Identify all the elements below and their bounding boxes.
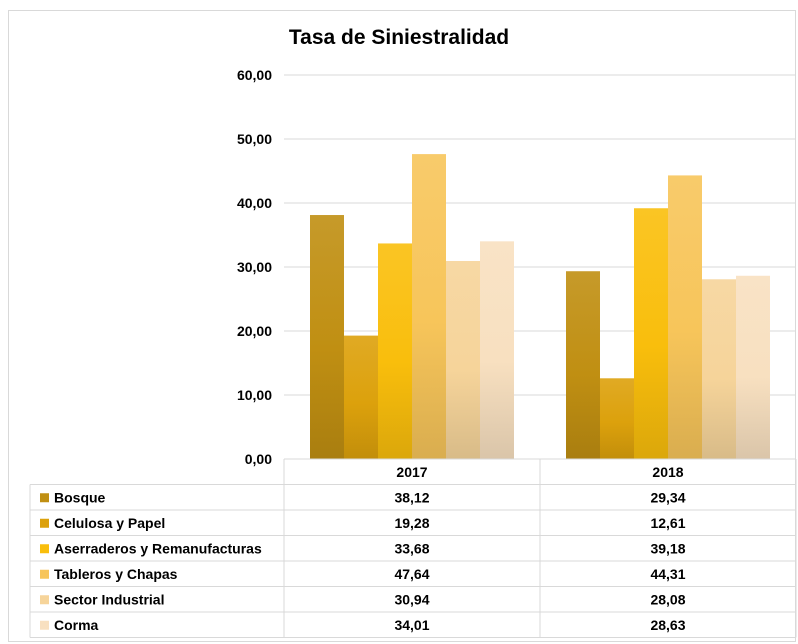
bar-bosque-2017: [310, 215, 344, 459]
y-tick-label: 40,00: [237, 195, 272, 211]
y-tick-label: 0,00: [245, 451, 272, 467]
bar-aserraderos-y-remanufacturas-2018: [634, 208, 668, 459]
table-value: 44,31: [650, 566, 685, 582]
table-value: 28,63: [650, 617, 685, 633]
legend-label: Bosque: [54, 489, 106, 505]
bar-sector-industrial-2018: [702, 279, 736, 459]
table-value: 47,64: [394, 566, 429, 582]
chart-title: Tasa de Siniestralidad: [288, 26, 510, 49]
bar-celulosa-y-papel-2018: [600, 378, 634, 459]
y-tick-label: 10,00: [237, 387, 272, 403]
y-tick-label: 60,00: [237, 67, 272, 83]
legend-swatch: [40, 493, 49, 503]
x-category-label: 2017: [396, 464, 427, 480]
bar-aserraderos-y-remanufacturas-2017: [378, 243, 412, 459]
bar-corma-2017: [480, 241, 514, 459]
table-value: 12,61: [650, 515, 685, 531]
y-tick-label: 30,00: [237, 259, 272, 275]
table-value: 28,08: [650, 591, 685, 607]
y-tick-label: 50,00: [237, 131, 272, 147]
legend-label: Celulosa y Papel: [54, 515, 165, 531]
table-value: 19,28: [394, 515, 429, 531]
legend-swatch: [40, 620, 49, 630]
legend-swatch: [40, 595, 49, 605]
table-value: 38,12: [394, 489, 429, 505]
legend-label: Aserraderos y Remanufacturas: [54, 540, 262, 556]
bar-celulosa-y-papel-2017: [344, 335, 378, 459]
bar-sector-industrial-2017: [446, 260, 480, 459]
legend-label: Corma: [54, 617, 99, 633]
x-category-label: 2018: [652, 464, 683, 480]
y-tick-label: 20,00: [237, 323, 272, 339]
bar-bosque-2018: [566, 271, 600, 459]
table-value: 29,34: [650, 489, 685, 505]
legend-swatch: [40, 518, 49, 528]
legend-label: Tableros y Chapas: [54, 566, 178, 582]
table-value: 34,01: [394, 617, 429, 633]
table-value: 33,68: [394, 540, 429, 556]
legend-label: Sector Industrial: [54, 591, 164, 607]
bar-tableros-y-chapas-2018: [668, 175, 702, 459]
table-value: 39,18: [650, 540, 685, 556]
bar-tableros-y-chapas-2017: [412, 154, 446, 459]
legend-swatch: [40, 569, 49, 579]
legend-swatch: [40, 544, 49, 554]
table-value: 30,94: [394, 591, 429, 607]
bar-corma-2018: [736, 275, 770, 459]
